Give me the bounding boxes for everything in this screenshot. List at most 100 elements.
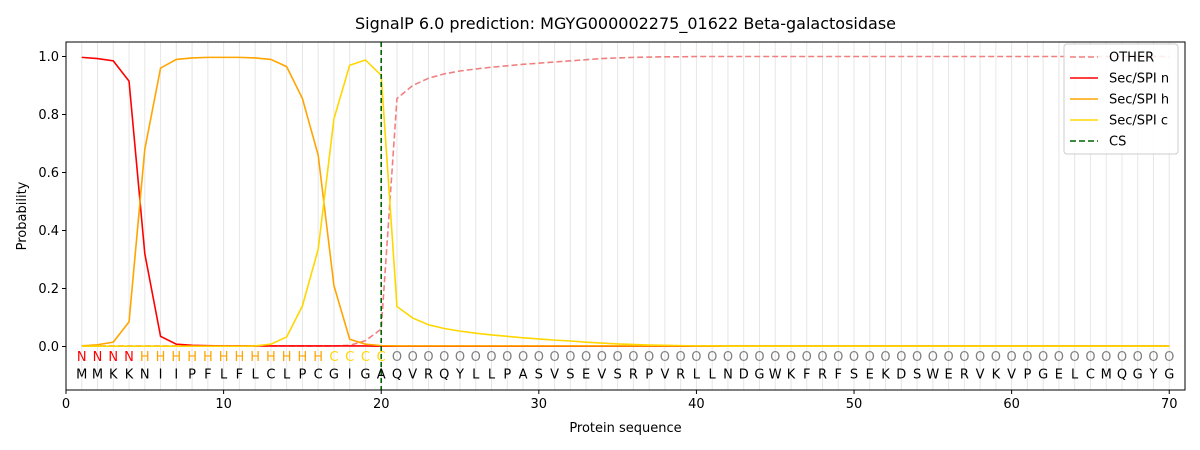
- region-label: O: [817, 350, 827, 365]
- region-label: H: [234, 350, 244, 365]
- residue-label: K: [109, 368, 118, 383]
- region-label: O: [534, 350, 544, 365]
- x-tick-label: 50: [846, 397, 863, 412]
- residue-label: D: [896, 368, 906, 383]
- y-tick-label: 0.6: [38, 166, 59, 181]
- y-tick-label: 0.8: [38, 108, 59, 123]
- residue-label: F: [835, 368, 842, 383]
- region-label: O: [644, 350, 654, 365]
- plot-frame: [65, 41, 1186, 391]
- residue-label: R: [818, 368, 827, 383]
- region-label: O: [1022, 350, 1032, 365]
- region-label: H: [282, 350, 292, 365]
- region-label: O: [802, 350, 812, 365]
- region-label: O: [597, 350, 607, 365]
- residue-label: G: [360, 368, 370, 383]
- region-label: O: [786, 350, 796, 365]
- legend-label: Sec/SPI h: [1109, 93, 1169, 108]
- residue-label: K: [125, 368, 134, 383]
- region-label: H: [250, 350, 260, 365]
- residue-label: L: [252, 368, 260, 383]
- region-label: O: [723, 350, 733, 365]
- residue-label: C: [266, 368, 275, 383]
- region-label: O: [739, 350, 749, 365]
- y-tick-label: 0.0: [38, 340, 59, 355]
- residue-label: D: [739, 368, 749, 383]
- region-label: H: [140, 350, 150, 365]
- residue-label: M: [92, 368, 103, 383]
- x-tick-label: 20: [373, 397, 390, 412]
- residue-label: R: [629, 368, 638, 383]
- residue-label: L: [488, 368, 496, 383]
- y-tick-label: 0.4: [38, 224, 59, 239]
- residue-label: V: [976, 368, 985, 383]
- region-label: H: [313, 350, 323, 365]
- sequence-labels: NMNMNKNKHNHIHIHPHFHLHFHLHCHLHPHCCGCICGCA…: [76, 350, 1174, 383]
- residue-label: G: [1038, 368, 1048, 383]
- residue-label: W: [926, 368, 939, 383]
- region-label: O: [423, 350, 433, 365]
- grid-lines: [81, 42, 1170, 390]
- residue-label: L: [1071, 368, 1079, 383]
- residue-label: I: [174, 368, 178, 383]
- region-label: O: [471, 350, 481, 365]
- region-label: O: [1133, 350, 1143, 365]
- region-label: O: [1164, 350, 1174, 365]
- region-label: O: [502, 350, 512, 365]
- series-lines: [81, 42, 1170, 390]
- residue-label: Y: [455, 368, 464, 383]
- residue-label: R: [676, 368, 685, 383]
- residue-label: M: [1101, 368, 1112, 383]
- x-axis-label: Protein sequence: [569, 421, 681, 436]
- region-label: O: [439, 350, 449, 365]
- x-tick-label: 30: [531, 397, 548, 412]
- residue-label: G: [1164, 368, 1174, 383]
- residue-label: P: [645, 368, 653, 383]
- region-label: O: [1148, 350, 1158, 365]
- residue-label: L: [709, 368, 717, 383]
- residue-label: V: [408, 368, 417, 383]
- region-label: O: [896, 350, 906, 365]
- x-tick-label: 70: [1161, 397, 1178, 412]
- region-label: O: [975, 350, 985, 365]
- region-label: H: [187, 350, 197, 365]
- residue-label: I: [159, 368, 163, 383]
- legend: OTHER Sec/SPI n Sec/SPI h Sec/SPI c CS: [1063, 43, 1179, 155]
- legend-label: CS: [1109, 135, 1126, 150]
- region-label: O: [959, 350, 969, 365]
- legend-label: Sec/SPI c: [1109, 114, 1168, 129]
- residue-label: A: [377, 368, 386, 383]
- residue-label: L: [220, 368, 228, 383]
- region-label: H: [298, 350, 308, 365]
- legend-box: [1063, 43, 1179, 155]
- region-label: H: [156, 350, 166, 365]
- region-label: O: [549, 350, 559, 365]
- legend-label: OTHER: [1109, 51, 1154, 66]
- region-label: O: [691, 350, 701, 365]
- series-line-sec-spi-h: [81, 56, 1170, 347]
- residue-label: E: [582, 368, 590, 383]
- region-label: O: [628, 350, 638, 365]
- residue-label: C: [314, 368, 323, 383]
- residue-label: S: [913, 368, 921, 383]
- y-axis-label: Probability: [15, 181, 30, 250]
- residue-label: S: [613, 368, 621, 383]
- residue-label: G: [329, 368, 339, 383]
- residue-label: C: [1086, 368, 1095, 383]
- region-label: O: [486, 350, 496, 365]
- residue-label: R: [424, 368, 433, 383]
- residue-label: P: [298, 368, 306, 383]
- residue-label: G: [754, 368, 764, 383]
- y-tick-label: 1.0: [38, 50, 59, 65]
- region-label: N: [124, 350, 134, 365]
- x-axis-ticks: 0 10 20 30 40 50 60 70: [62, 390, 1178, 412]
- residue-label: L: [472, 368, 480, 383]
- region-label: O: [833, 350, 843, 365]
- region-label: O: [865, 350, 875, 365]
- region-label: O: [880, 350, 890, 365]
- residue-label: L: [693, 368, 701, 383]
- residue-label: E: [944, 368, 952, 383]
- residue-label: S: [850, 368, 858, 383]
- residue-label: F: [204, 368, 211, 383]
